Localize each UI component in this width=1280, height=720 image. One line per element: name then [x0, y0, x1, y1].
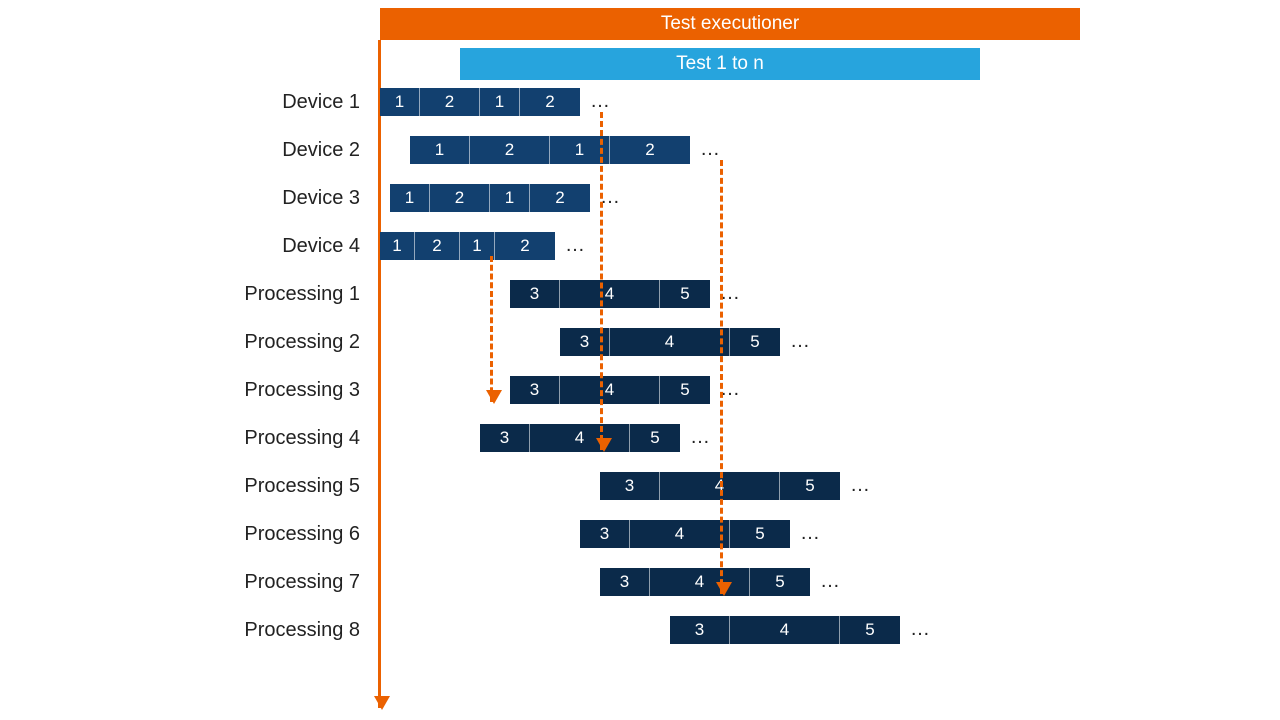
row-label: Processing 6: [0, 524, 360, 544]
dependency-arrow: [600, 112, 603, 450]
segment: 4: [530, 424, 630, 452]
segment: 1: [410, 136, 470, 164]
row-bar: 1212: [380, 88, 580, 116]
row-label: Device 1: [0, 92, 360, 112]
header-test-1-to-n: Test 1 to n: [460, 48, 980, 80]
segment: 5: [840, 616, 900, 644]
timeline-axis: [378, 40, 381, 708]
segment: 2: [430, 184, 490, 212]
segment: 5: [750, 568, 810, 596]
row-bar: 1212: [390, 184, 590, 212]
ellipsis: …: [690, 426, 710, 449]
ellipsis: …: [790, 330, 810, 353]
segment: 5: [660, 376, 710, 404]
ellipsis: …: [720, 282, 740, 305]
segment: 1: [380, 88, 420, 116]
diagram-canvas: Test executionerTest 1 to nDevice 11212……: [0, 0, 1280, 720]
segment: 2: [610, 136, 690, 164]
segment: 3: [580, 520, 630, 548]
ellipsis: …: [720, 378, 740, 401]
segment: 3: [600, 568, 650, 596]
segment: 1: [480, 88, 520, 116]
row-bar: 345: [510, 280, 710, 308]
ellipsis: …: [600, 186, 620, 209]
ellipsis: …: [700, 138, 720, 161]
segment: 3: [600, 472, 660, 500]
segment: 1: [490, 184, 530, 212]
row-bar: 345: [580, 520, 790, 548]
row-label: Processing 3: [0, 380, 360, 400]
row-bar: 345: [670, 616, 900, 644]
row-label: Processing 1: [0, 284, 360, 304]
segment: 4: [560, 280, 660, 308]
segment: 2: [495, 232, 555, 260]
segment: 2: [415, 232, 460, 260]
header-test-executioner: Test executioner: [380, 8, 1080, 40]
row-label: Processing 7: [0, 572, 360, 592]
row-bar: 1212: [380, 232, 555, 260]
row-label: Device 4: [0, 236, 360, 256]
row-bar: 345: [600, 568, 810, 596]
dependency-arrow: [720, 160, 723, 594]
ellipsis: …: [800, 522, 820, 545]
segment: 3: [510, 376, 560, 404]
segment: 3: [510, 280, 560, 308]
row-bar: 345: [480, 424, 680, 452]
row-label: Device 2: [0, 140, 360, 160]
ellipsis: …: [590, 90, 610, 113]
segment: 4: [730, 616, 840, 644]
row-bar: 1212: [410, 136, 690, 164]
ellipsis: …: [565, 234, 585, 257]
segment: 3: [670, 616, 730, 644]
segment: 4: [610, 328, 730, 356]
segment: 3: [480, 424, 530, 452]
ellipsis: …: [910, 618, 930, 641]
row-bar: 345: [560, 328, 780, 356]
segment: 2: [470, 136, 550, 164]
ellipsis: …: [820, 570, 840, 593]
segment: 1: [380, 232, 415, 260]
segment: 5: [730, 328, 780, 356]
row-label: Processing 8: [0, 620, 360, 640]
row-label: Device 3: [0, 188, 360, 208]
row-bar: 345: [510, 376, 710, 404]
segment: 2: [420, 88, 480, 116]
row-label: Processing 5: [0, 476, 360, 496]
segment: 5: [780, 472, 840, 500]
dependency-arrow: [490, 256, 493, 402]
segment: 2: [530, 184, 590, 212]
segment: 2: [520, 88, 580, 116]
ellipsis: …: [850, 474, 870, 497]
segment: 4: [650, 568, 750, 596]
row-label: Processing 2: [0, 332, 360, 352]
segment: 5: [660, 280, 710, 308]
segment: 1: [390, 184, 430, 212]
segment: 5: [630, 424, 680, 452]
segment: 4: [560, 376, 660, 404]
row-label: Processing 4: [0, 428, 360, 448]
segment: 5: [730, 520, 790, 548]
segment: 4: [630, 520, 730, 548]
